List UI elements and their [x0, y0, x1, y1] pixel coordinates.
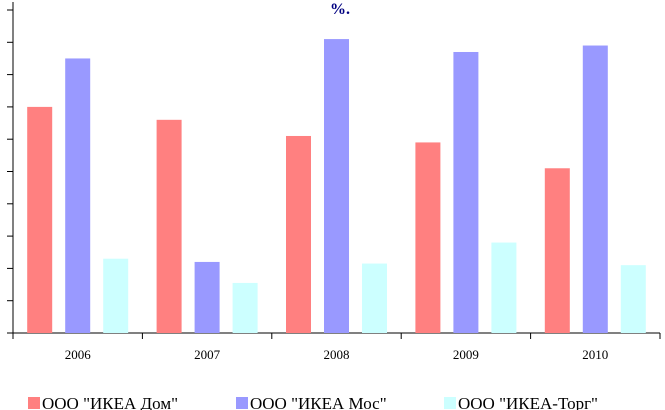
x-tick-label: 2009	[453, 347, 479, 362]
bar-3-2007	[232, 282, 258, 333]
plot-area: 2006 2007 2008 2009 2010	[7, 2, 661, 362]
legend-label-1: ООО "ИКЕА Дом"	[42, 394, 178, 410]
bar-3-2008	[362, 263, 387, 333]
x-tick-label: 2008	[324, 347, 350, 362]
legend-label-2: ООО "ИКЕА Мос"	[250, 394, 387, 410]
bar-1-2008	[286, 135, 311, 333]
bar-3-2006	[103, 258, 129, 333]
bar-1-2007	[156, 119, 182, 333]
x-tick-label: 2007	[194, 347, 221, 362]
bar-2-2007	[194, 261, 220, 333]
bar-2-2010	[582, 45, 608, 333]
bar-3-2010	[620, 265, 646, 333]
bar-1-2009	[415, 142, 441, 333]
legend-swatch-2	[236, 397, 248, 409]
bar-3-2009	[491, 242, 517, 333]
legend-label-3: ООО "ИКЕА-Торг"	[458, 394, 598, 410]
bar-2-2008	[324, 39, 349, 333]
legend: ООО "ИКЕА Дом" ООО "ИКЕА Мос" ООО "ИКЕА-То…	[28, 394, 598, 410]
legend-swatch-1	[28, 397, 40, 409]
chart-title: %.	[330, 1, 350, 18]
bar-2-2006	[65, 58, 91, 333]
bar-1-2006	[27, 106, 53, 334]
x-tick-label: 2010	[582, 347, 608, 362]
x-tick-label: 2006	[65, 347, 92, 362]
bar-2-2009	[453, 51, 479, 334]
legend-swatch-3	[444, 397, 456, 409]
bar-1-2010	[544, 168, 570, 333]
